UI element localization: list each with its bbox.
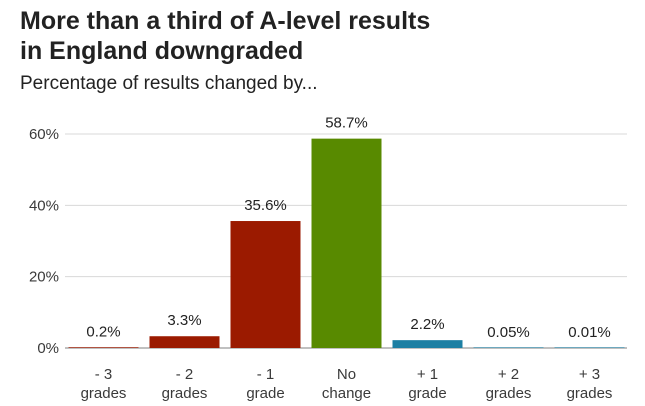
bar bbox=[311, 138, 382, 348]
x-tick-label: - 2 bbox=[176, 366, 194, 383]
bar bbox=[230, 221, 301, 348]
x-tick-label: - 1 bbox=[257, 366, 275, 383]
bar bbox=[68, 347, 139, 348]
data-label: 0.01% bbox=[568, 324, 611, 341]
x-tick-label: grade bbox=[408, 385, 446, 402]
chart-subtitle: Percentage of results changed by... bbox=[20, 73, 318, 94]
x-tick-label: grades bbox=[81, 385, 127, 402]
y-tick-label: 40% bbox=[29, 197, 59, 214]
bar bbox=[554, 347, 625, 348]
x-tick-label: - 3 bbox=[95, 366, 113, 383]
x-tick-label: + 2 bbox=[498, 366, 519, 383]
x-tick-label: grades bbox=[486, 385, 532, 402]
bar bbox=[149, 336, 220, 348]
x-tick-label: grade bbox=[246, 385, 284, 402]
x-tick-label: No bbox=[337, 366, 356, 383]
y-tick-label: 20% bbox=[29, 269, 59, 286]
data-label: 0.05% bbox=[487, 324, 530, 341]
bar bbox=[473, 347, 544, 348]
bar bbox=[392, 340, 463, 348]
data-label: 35.6% bbox=[244, 197, 287, 214]
x-tick-label: + 1 bbox=[417, 366, 438, 383]
x-tick-label: grades bbox=[162, 385, 208, 402]
x-tick-label: change bbox=[322, 385, 371, 402]
data-label: 58.7% bbox=[325, 115, 368, 132]
y-tick-label: 60% bbox=[29, 126, 59, 143]
data-label: 2.2% bbox=[410, 316, 444, 333]
x-tick-label: grades bbox=[567, 385, 613, 402]
x-tick-label: + 3 bbox=[579, 366, 600, 383]
data-label: 0.2% bbox=[86, 323, 120, 340]
chart-title: More than a third of A-level results in … bbox=[20, 7, 431, 65]
data-label: 3.3% bbox=[167, 312, 201, 329]
y-tick-label: 0% bbox=[37, 340, 59, 357]
